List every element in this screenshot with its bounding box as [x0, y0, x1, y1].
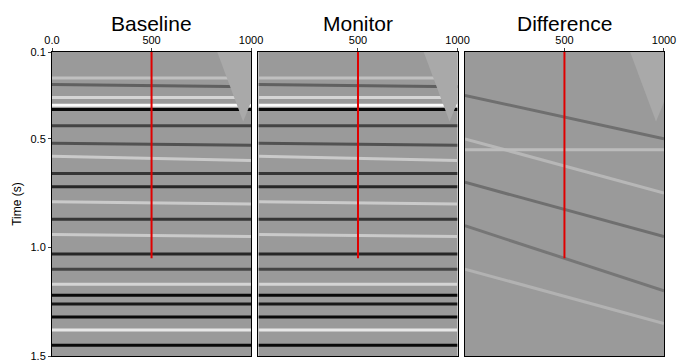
svg-text:Time (s): Time (s) — [10, 182, 24, 226]
svg-text:Baseline: Baseline — [111, 12, 192, 35]
svg-text:500: 500 — [349, 34, 367, 46]
svg-text:1.0: 1.0 — [31, 241, 46, 253]
svg-text:Monitor: Monitor — [323, 12, 393, 35]
svg-text:Difference: Difference — [517, 12, 612, 35]
svg-text:1000: 1000 — [652, 34, 676, 46]
svg-text:1.5: 1.5 — [31, 350, 46, 362]
svg-text:0.1: 0.1 — [31, 46, 46, 58]
svg-text:1000: 1000 — [445, 34, 469, 46]
svg-text:1000: 1000 — [239, 34, 263, 46]
svg-text:500: 500 — [555, 34, 573, 46]
svg-text:500: 500 — [142, 34, 160, 46]
svg-text:0.5: 0.5 — [31, 133, 46, 145]
svg-text:0.0: 0.0 — [44, 34, 59, 46]
